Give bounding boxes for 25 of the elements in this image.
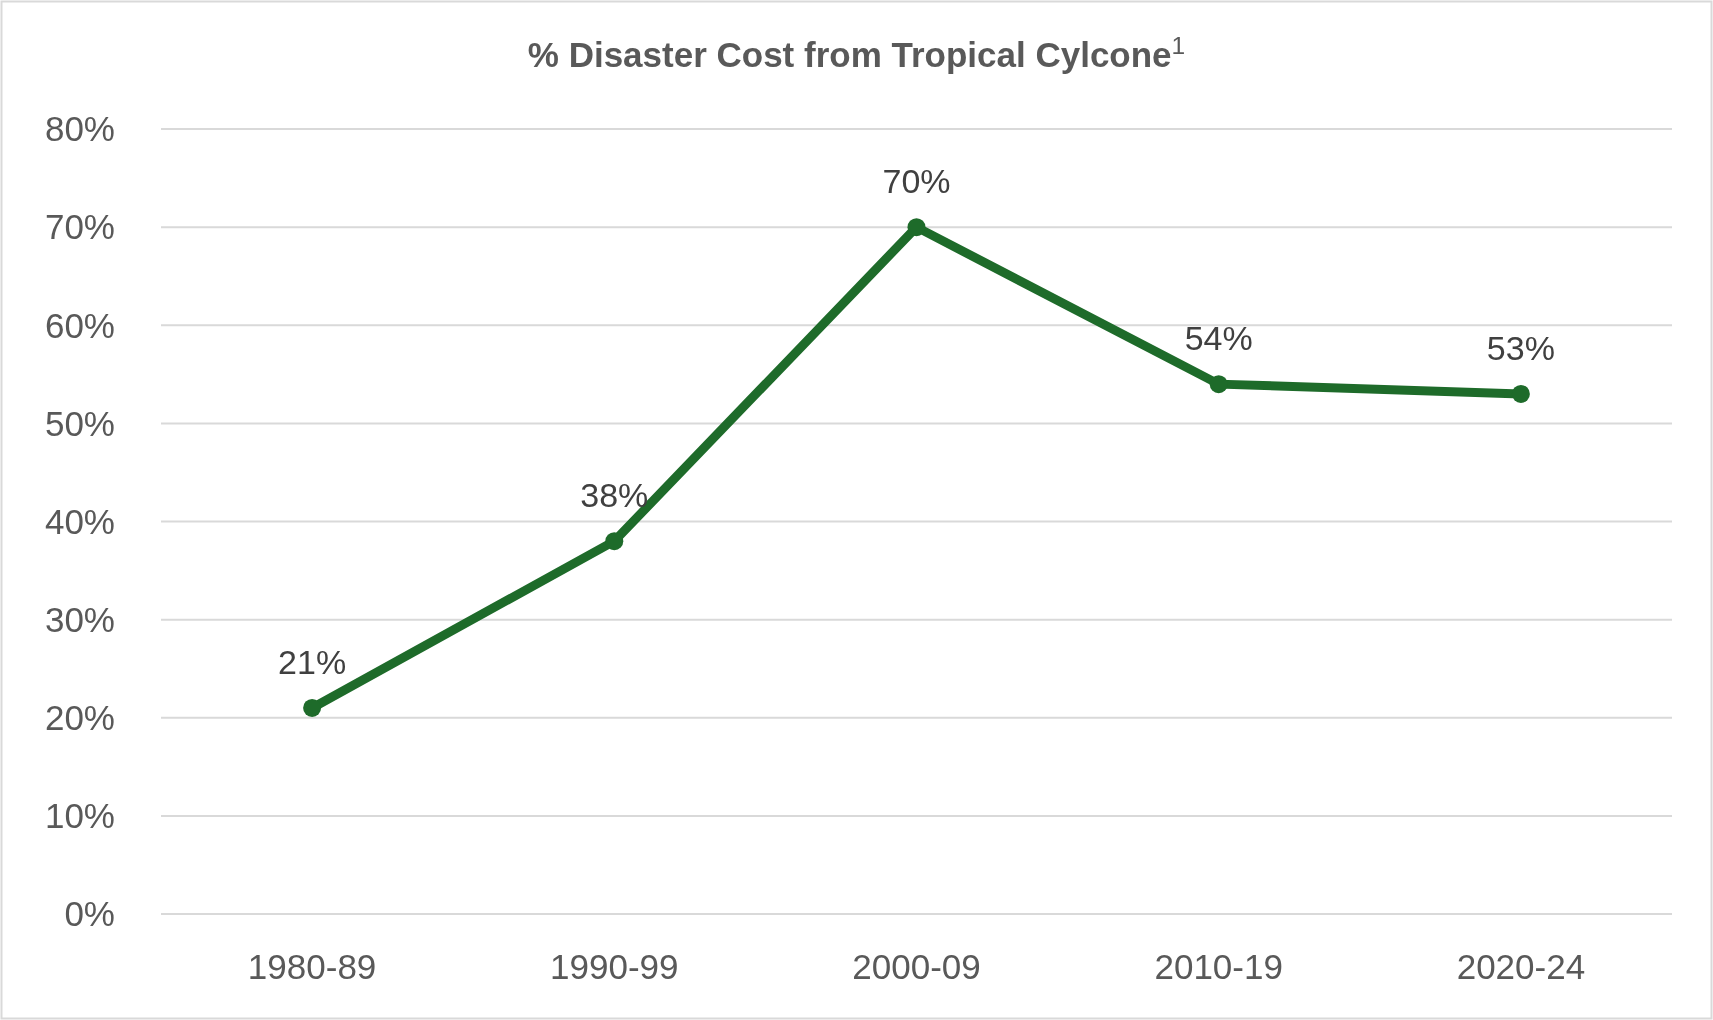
- point: [605, 532, 624, 551]
- point: [303, 698, 322, 717]
- y-tick-label: 0%: [64, 894, 115, 934]
- y-tick-label: 30%: [44, 599, 115, 639]
- y-tick-label: 50%: [44, 403, 115, 443]
- y-tick-label: 40%: [44, 501, 115, 541]
- y-tick-label: 20%: [44, 698, 115, 737]
- data-label: 70%: [882, 162, 951, 201]
- data-label: 21%: [278, 642, 347, 681]
- x-tick-label: 1980-89: [247, 947, 377, 986]
- chart-title: % Disaster Cost from Tropical Cylcone$^{1}$: [527, 31, 1186, 74]
- point: [1209, 375, 1228, 394]
- x-tick-label: 2000-09: [852, 947, 981, 986]
- x-tick-label: 2010-19: [1154, 947, 1283, 986]
- data-label: 38%: [580, 476, 649, 515]
- x-tick-label: 2020-24: [1456, 947, 1586, 986]
- data-label: 53%: [1486, 328, 1555, 367]
- y-tick-label: 80%: [44, 109, 115, 149]
- point: [1511, 384, 1530, 403]
- data-label: 54%: [1184, 319, 1253, 358]
- y-tick-label: 10%: [44, 796, 115, 836]
- point: [907, 218, 926, 237]
- x-tick-label: 1990-99: [550, 947, 679, 986]
- y-tick-label: 70%: [44, 207, 115, 247]
- y-tick-label: 60%: [44, 305, 115, 345]
